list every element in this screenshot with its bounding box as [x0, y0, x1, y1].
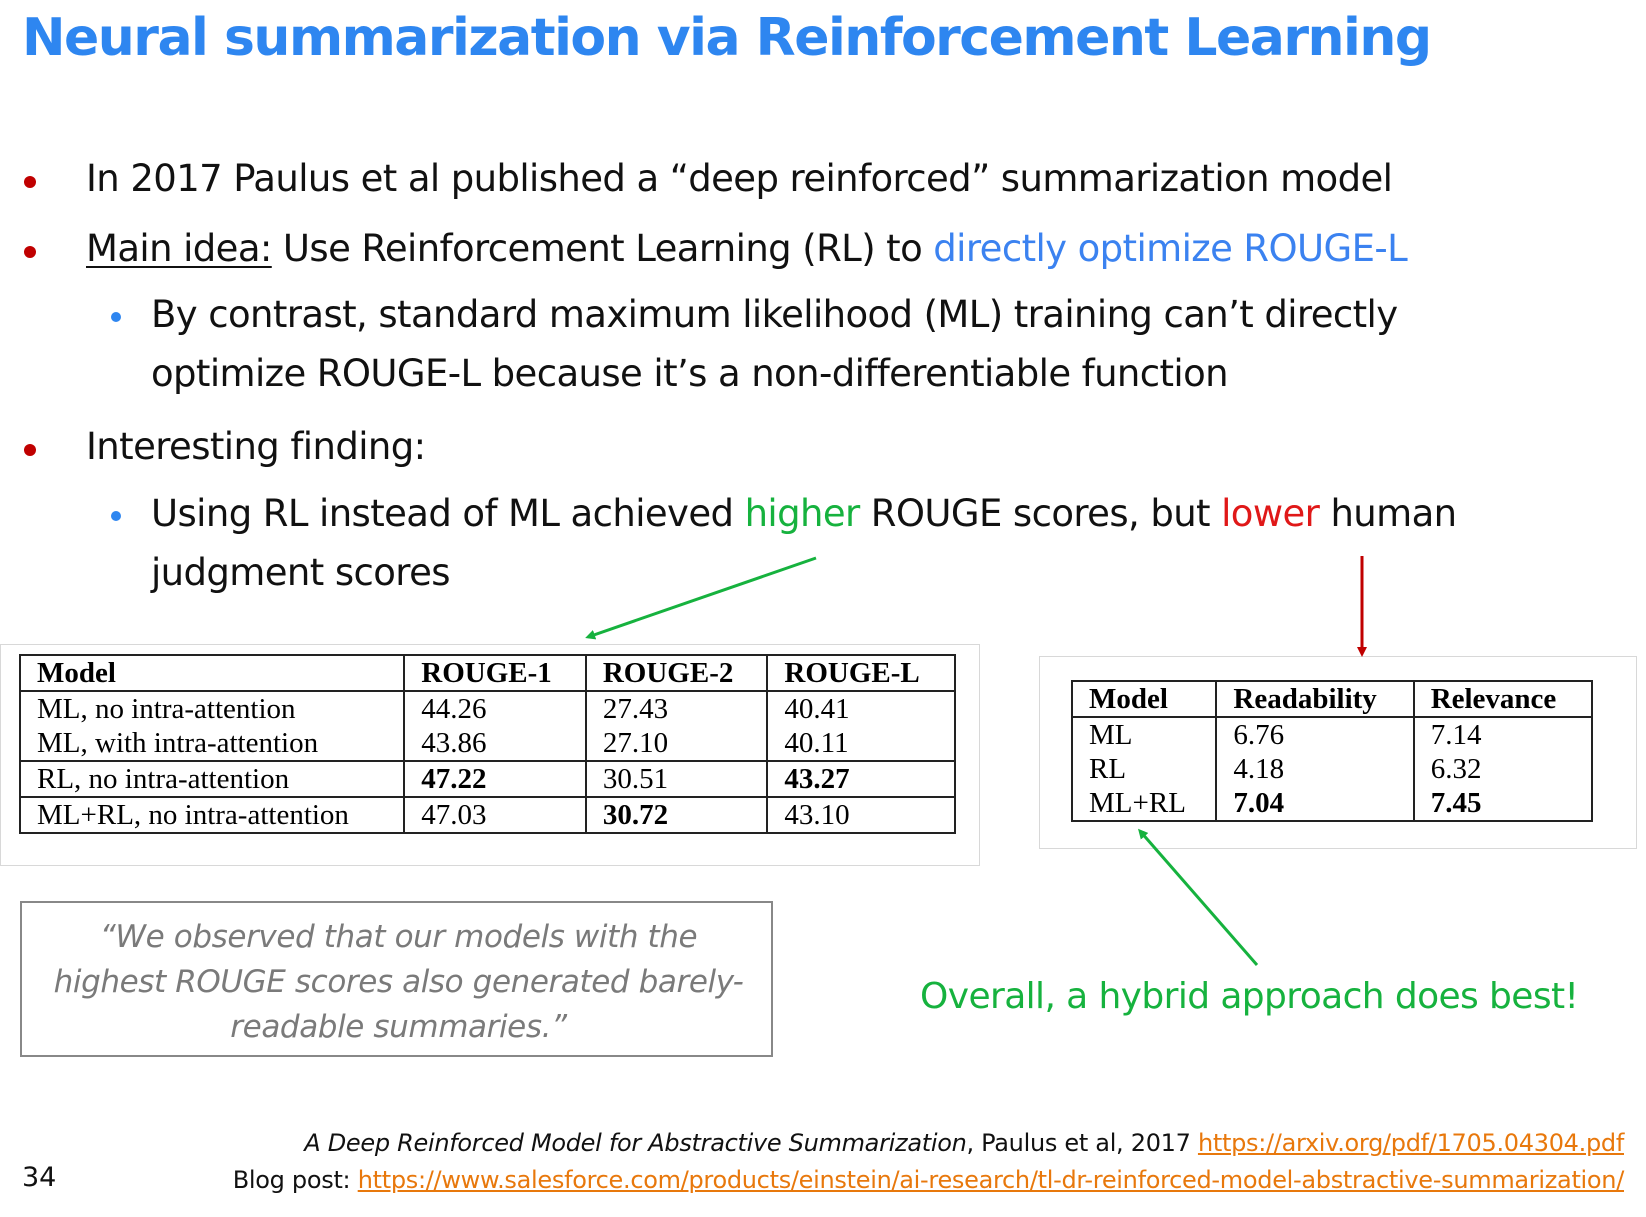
cell-bold: 7.45: [1412, 786, 1594, 821]
paper-title: A Deep Reinforced Model for Abstractive …: [304, 1129, 967, 1157]
page-number: 34: [22, 1162, 57, 1193]
bullet-3: Interesting finding:: [86, 425, 426, 468]
sub-bullet-3-post: human: [1319, 492, 1457, 535]
bullet-dot: [24, 246, 36, 258]
sub-bullet-2-line2: optimize ROUGE-L because it’s a non-diff…: [151, 352, 1229, 395]
quote-box: “We observed that our models with the hi…: [20, 901, 773, 1057]
cell: 40.11: [766, 726, 956, 761]
higher-word: higher: [744, 492, 861, 535]
cell: ML: [1070, 716, 1218, 752]
table-row: ML, no intra-attention 44.26 27.43 40.41: [18, 690, 956, 726]
paper-authors: , Paulus et al, 2017: [966, 1129, 1198, 1157]
cell: RL: [1070, 752, 1218, 786]
arrow-higher-to-rouge-table: [585, 556, 817, 640]
col-header: ROUGE-L: [766, 655, 956, 691]
blog-link[interactable]: https://www.salesforce.com/products/eins…: [357, 1166, 1625, 1194]
cell: 27.10: [584, 726, 769, 761]
table-row: RL, no intra-attention 47.22 30.51 43.27: [18, 760, 956, 797]
rouge-table: Model ROUGE-1 ROUGE-2 ROUGE-L ML, no int…: [18, 654, 956, 834]
blog-label: Blog post:: [232, 1166, 358, 1194]
cell-bold: 43.27: [766, 760, 956, 797]
sub-bullet-dot: [111, 312, 121, 322]
cell: 44.26: [403, 690, 587, 726]
blog-reference: Blog post: https://www.salesforce.com/pr…: [232, 1166, 1625, 1194]
bullet-2: Main idea: Use Reinforcement Learning (R…: [86, 227, 1408, 270]
sub-bullet-3-line1: Using RL instead of ML achieved higher R…: [151, 492, 1457, 535]
bullet-2-highlight: directly optimize ROUGE-L: [933, 227, 1408, 270]
cell-bold: 30.72: [584, 796, 769, 833]
paper-link[interactable]: https://arxiv.org/pdf/1705.04304.pdf: [1197, 1129, 1624, 1157]
cell: 43.86: [403, 726, 587, 761]
bullet-dot: [24, 444, 36, 456]
table-row: RL 4.18 6.32: [1070, 752, 1594, 786]
cell: 6.32: [1412, 752, 1594, 786]
cell-bold: 47.22: [403, 760, 587, 797]
col-header: Model: [1070, 681, 1218, 717]
quote-line: highest ROUGE scores also generated bare…: [53, 964, 744, 1000]
table-row: ML+RL, no intra-attention 47.03 30.72 43…: [18, 796, 956, 833]
cell-bold: 7.04: [1215, 786, 1415, 821]
cell: ML, no intra-attention: [18, 690, 406, 726]
cell: 30.51: [584, 760, 769, 797]
cell: 6.76: [1215, 716, 1415, 752]
table-row: ML 6.76 7.14: [1070, 716, 1594, 752]
table-row: ML+RL 7.04 7.45: [1070, 786, 1594, 821]
sub-bullet-3-mid: ROUGE scores, but: [859, 492, 1222, 535]
cell: 27.43: [584, 690, 769, 726]
sub-bullet-3-line2: judgment scores: [151, 551, 451, 594]
bullet-1: In 2017 Paulus et al published a “deep r…: [86, 157, 1393, 200]
cell: 43.10: [766, 796, 956, 833]
arrow-hybrid-to-mlrl: [1138, 828, 1259, 966]
table-header-row: Model Readability Relevance: [1070, 681, 1594, 717]
lower-word: lower: [1221, 492, 1320, 535]
col-header: ROUGE-2: [584, 655, 769, 691]
sub-bullet-dot: [111, 511, 121, 521]
cell: 47.03: [403, 796, 587, 833]
cell: ML+RL, no intra-attention: [18, 796, 406, 833]
table-header-row: Model ROUGE-1 ROUGE-2 ROUGE-L: [18, 655, 956, 691]
col-header: Relevance: [1412, 681, 1594, 717]
cell: 7.14: [1412, 716, 1594, 752]
main-idea-label: Main idea:: [86, 227, 272, 270]
bullet-1-text: In 2017 Paulus et al published a “deep r…: [86, 157, 1393, 200]
cell: ML+RL: [1070, 786, 1218, 821]
quote-line: “We observed that our models with the: [99, 919, 698, 955]
cell: RL, no intra-attention: [18, 760, 406, 797]
table-row: ML, with intra-attention 43.86 27.10 40.…: [18, 726, 956, 761]
conclusion-text: Overall, a hybrid approach does best!: [920, 976, 1579, 1017]
col-header: Readability: [1215, 681, 1415, 717]
cell: 40.41: [766, 690, 956, 726]
paper-reference: A Deep Reinforced Model for Abstractive …: [304, 1129, 1624, 1157]
cell: ML, with intra-attention: [18, 726, 406, 761]
col-header: ROUGE-1: [403, 655, 587, 691]
col-header: Model: [18, 655, 406, 691]
sub-bullet-3-pre: Using RL instead of ML achieved: [151, 492, 745, 535]
cell: 4.18: [1215, 752, 1415, 786]
sub-bullet-2-line1: By contrast, standard maximum likelihood…: [151, 293, 1398, 336]
quote-line: readable summaries.”: [230, 1009, 567, 1045]
human-table: Model Readability Relevance ML 6.76 7.14…: [1070, 680, 1594, 822]
bullet-dot: [24, 176, 36, 188]
bullet-2-text: Use Reinforcement Learning (RL) to: [271, 227, 934, 270]
slide-title: Neural summarization via Reinforcement L…: [22, 8, 1432, 68]
quote-text: “We observed that our models with the hi…: [22, 915, 775, 1050]
